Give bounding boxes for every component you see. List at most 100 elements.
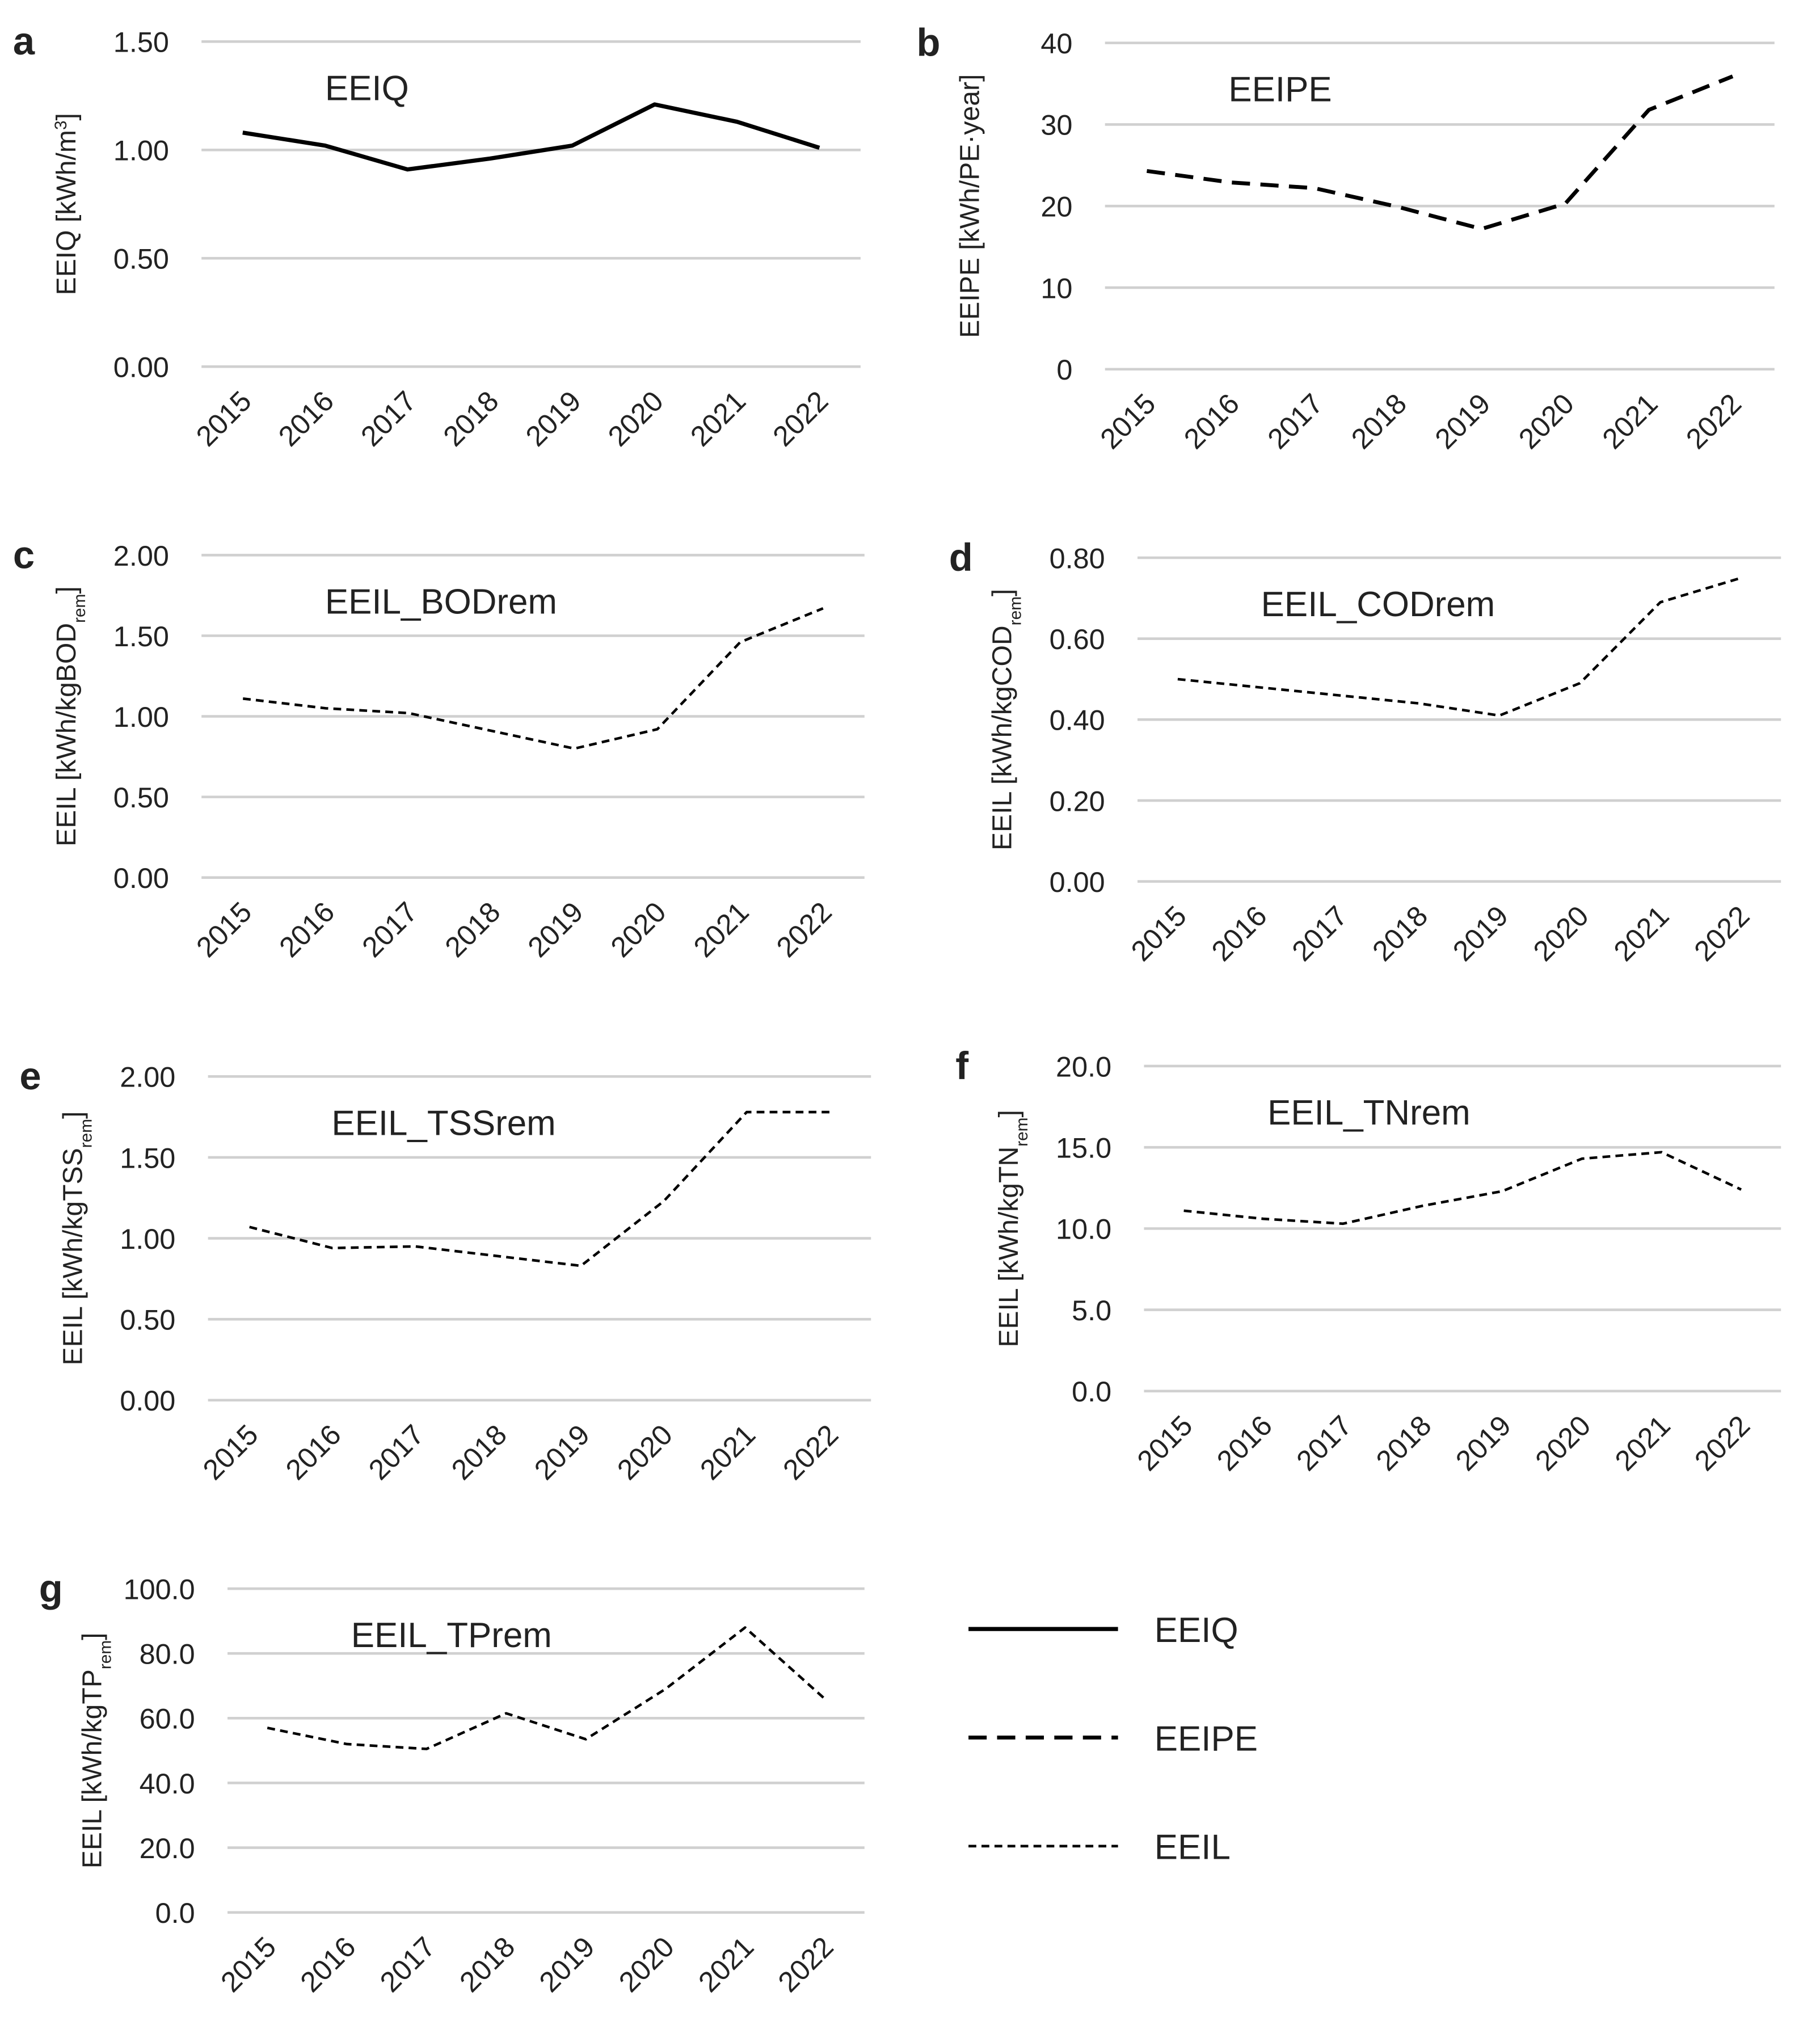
x-tick-label: 2017	[1286, 899, 1354, 967]
x-tick-label: 2017	[1290, 1409, 1358, 1477]
y-axis-label-part: rem	[96, 1640, 115, 1669]
y-axis-label-part: 3	[51, 120, 70, 130]
panel-label: b	[916, 21, 940, 65]
chart-title: EEIQ	[325, 69, 409, 108]
x-tick-label: 2020	[601, 385, 669, 453]
panel-label: d	[949, 536, 973, 579]
y-axis-label-part: rem	[77, 1119, 95, 1148]
y-axis-label: EEIL [kWh/kgTSSrem]	[57, 1111, 95, 1366]
x-tick-label: 2021	[692, 1930, 760, 1998]
x-tick-label: 2018	[445, 1418, 513, 1486]
y-axis-label-part: EEIPE [kWh/PE·year]	[954, 74, 985, 338]
y-axis-label-part: EEIL [kWh/kgTN	[993, 1147, 1024, 1348]
x-tick-label: 2015	[1124, 899, 1193, 967]
x-tick-label: 2022	[770, 895, 838, 963]
y-axis-label-part: ]	[57, 1111, 88, 1119]
y-tick-label: 20	[1040, 191, 1072, 223]
x-tick-label: 2021	[684, 385, 752, 453]
y-tick-label: 15.0	[1056, 1131, 1111, 1164]
x-tick-label: 2021	[1607, 899, 1675, 967]
x-tick-label: 2021	[1608, 1409, 1676, 1477]
x-tick-label: 2022	[766, 385, 835, 453]
x-tick-label: 2019	[1450, 1409, 1518, 1477]
y-axis-label-part: ]	[987, 589, 1018, 596]
data-line	[267, 1626, 826, 1750]
x-tick-label: 2019	[519, 385, 587, 453]
panel-label: f	[955, 1044, 969, 1088]
chart-title: EEIL_TSSrem	[331, 1104, 555, 1143]
x-tick-label: 2021	[694, 1418, 762, 1486]
x-tick-label: 2016	[1205, 899, 1273, 967]
y-axis-label-part: ]	[51, 113, 82, 120]
x-tick-label: 2022	[772, 1930, 840, 1998]
data-line	[1183, 1151, 1742, 1226]
x-tick-label: 2020	[1529, 1409, 1597, 1477]
panel-label: a	[13, 19, 35, 63]
x-tick-label: 2018	[439, 895, 507, 963]
y-tick-label: 0.00	[113, 351, 169, 384]
data-line	[242, 102, 820, 172]
y-tick-label: 0.20	[1050, 785, 1105, 817]
x-tick-label: 2015	[189, 385, 258, 453]
chart-title: EEIL_TNrem	[1267, 1093, 1471, 1132]
y-tick-label: 2.00	[120, 1061, 175, 1093]
y-tick-label: 0.80	[1050, 542, 1105, 574]
x-tick-label: 2022	[777, 1418, 845, 1486]
y-tick-label: 30	[1040, 109, 1072, 141]
chart-panel: 0 10 20 30 40 2015 2016 2017 2018 2019 2020 2021 202…	[916, 21, 1775, 455]
x-tick-label: 2022	[1680, 387, 1748, 455]
y-tick-label: 0.50	[113, 243, 169, 275]
y-tick-label: 1.00	[113, 134, 169, 167]
y-axis-label: EEIL [kWh/kgTNrem]	[993, 1110, 1031, 1347]
y-axis-label-part: EEIQ [kWh/m	[51, 130, 82, 295]
data-line	[1147, 74, 1734, 231]
x-tick-label: 2015	[190, 895, 258, 963]
y-tick-label: 40	[1040, 27, 1072, 60]
panel-label: e	[19, 1054, 41, 1098]
x-tick-label: 2016	[273, 895, 341, 963]
y-tick-label: 80.0	[140, 1638, 195, 1670]
x-tick-label: 2021	[1596, 387, 1664, 455]
y-tick-label: 0.00	[120, 1384, 175, 1417]
x-tick-label: 2018	[1366, 899, 1434, 967]
y-tick-label: 0.60	[1050, 623, 1105, 655]
y-axis-label: EEIQ [kWh/m3]	[51, 113, 82, 295]
y-axis-label-part: EEIL [kWh/kgBOD	[51, 623, 82, 847]
y-axis-label: EEIL [kWh/kgTPrem]	[77, 1632, 115, 1868]
x-tick-label: 2018	[1345, 387, 1413, 455]
panel-label: c	[13, 533, 35, 576]
y-axis-label-part: ]	[51, 586, 82, 593]
x-tick-label: 2015	[214, 1930, 283, 1998]
y-axis-label-part: rem	[1006, 596, 1025, 625]
x-tick-label: 2019	[1429, 387, 1497, 455]
y-tick-label: 100.0	[124, 1573, 195, 1605]
y-tick-label: 1.50	[120, 1142, 175, 1174]
y-tick-label: 60.0	[140, 1703, 195, 1735]
x-tick-label: 2018	[437, 385, 505, 453]
chart-panel: 0.0 20.0 40.0 60.0 80.0 100.0 2015 2016 2017 2018…	[39, 1567, 865, 1998]
x-tick-label: 2016	[272, 385, 340, 453]
legend-label: EEIPE	[1155, 1719, 1258, 1758]
x-tick-label: 2017	[1261, 387, 1329, 455]
x-tick-label: 2017	[355, 385, 423, 453]
x-tick-label: 2015	[1131, 1409, 1199, 1477]
y-axis-label: EEIPE [kWh/PE·year]	[954, 74, 985, 338]
chart-title: EEIL_CODrem	[1261, 585, 1495, 624]
x-tick-label: 2017	[362, 1418, 430, 1486]
chart-panel: 0.00 0.50 1.00 1.50 2.00 2015 2016 2017 2018 2019…	[13, 533, 865, 963]
chart-panel: 0.00 0.50 1.00 1.50 2015 2016 2017 2018 2019 2020…	[13, 19, 861, 452]
x-tick-label: 2020	[1513, 387, 1581, 455]
y-tick-label: 1.50	[113, 26, 169, 58]
x-tick-label: 2016	[294, 1930, 362, 1998]
x-tick-label: 2016	[1177, 387, 1245, 455]
y-axis-label-part: rem	[1013, 1118, 1031, 1147]
y-axis-label-part: EEIL [kWh/kgTP	[77, 1669, 108, 1868]
chart-title: EEIL_BODrem	[325, 583, 557, 622]
x-tick-label: 2020	[612, 1930, 680, 1998]
x-tick-label: 2018	[1370, 1409, 1438, 1477]
data-line	[1177, 576, 1742, 717]
x-tick-label: 2022	[1688, 1409, 1756, 1477]
